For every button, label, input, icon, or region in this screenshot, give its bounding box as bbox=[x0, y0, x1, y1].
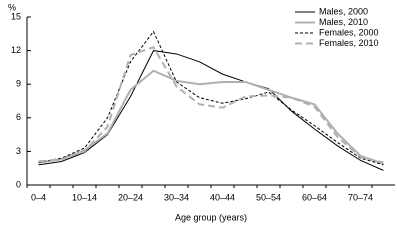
x-tick-label: 50–54 bbox=[256, 192, 281, 202]
y-tick-label: 12 bbox=[11, 45, 21, 55]
y-tick-label: 0 bbox=[16, 179, 21, 189]
series-line bbox=[38, 46, 384, 164]
chart: % Age group (years) 0 3 6 9 12 15 0–4 10–14 20–2… bbox=[8, 2, 395, 222]
series-line bbox=[38, 69, 384, 165]
x-tick-label: 70–74 bbox=[348, 192, 373, 202]
x-tick-label: 20–24 bbox=[118, 192, 143, 202]
y-axis-label: % bbox=[8, 2, 16, 12]
y-tick-label: 15 bbox=[11, 11, 21, 21]
y-tick-label: 3 bbox=[16, 146, 21, 156]
series-line bbox=[38, 30, 384, 166]
x-tick-label: 10–14 bbox=[72, 192, 97, 202]
x-tick-label: 30–34 bbox=[164, 192, 189, 202]
legend-label: Males, 2010 bbox=[319, 17, 368, 27]
y-tick-label: 9 bbox=[16, 79, 21, 89]
y-tick-label: 6 bbox=[16, 112, 21, 122]
legend-label: Females, 2000 bbox=[319, 27, 379, 37]
legend-label: Males, 2000 bbox=[319, 6, 368, 16]
x-axis-label: Age group (years) bbox=[175, 212, 247, 222]
legend-label: Females, 2010 bbox=[319, 38, 379, 48]
x-tick-label: 0–4 bbox=[31, 192, 46, 202]
series-line bbox=[38, 50, 384, 171]
x-tick-label: 40–44 bbox=[210, 192, 235, 202]
x-tick-label: 60–64 bbox=[302, 192, 327, 202]
page: {"chart_data": {"type": "line", "y_label… bbox=[8, 2, 395, 223]
